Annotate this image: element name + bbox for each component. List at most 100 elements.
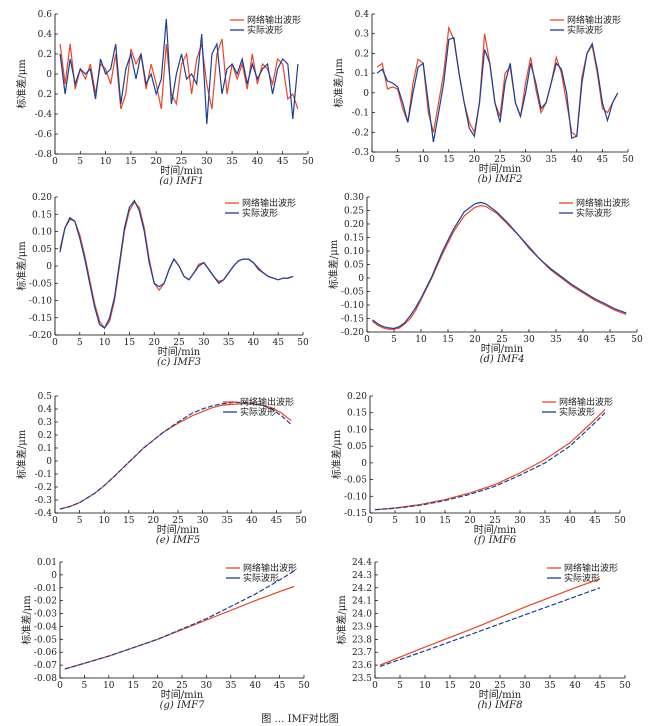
y-tick-label: 0.1: [38, 444, 52, 454]
series-line-network: [379, 578, 601, 666]
y-axis-label: 标准差/μm: [15, 241, 28, 291]
x-tick-label: 40: [252, 157, 264, 167]
x-tick-label: 20: [148, 338, 160, 348]
chart-h: 0 5 10 15 20 25 30 35 40 45 50 23.5 23.6 23.7 23.8 23.9…: [335, 558, 631, 711]
x-tick-label: 10: [414, 516, 426, 526]
x-axis-label: 时间/min: [157, 523, 200, 536]
y-axis-label: 标准差/μm: [330, 429, 343, 479]
x-tick-label: 15: [443, 155, 455, 165]
y-tick-label: 24.2: [352, 584, 372, 594]
y-tick-label: -0.1: [352, 109, 369, 119]
x-tick-label: 40: [248, 338, 260, 348]
chart-caption: (b) IMF2: [478, 174, 523, 185]
y-tick-label: 24.0: [352, 610, 372, 620]
x-tick-label: 50: [631, 335, 643, 345]
x-tick-label: 35: [545, 155, 557, 165]
chart-e: 0 5 10 15 20 25 30 35 40 45 50 -0.4 -0.3 -0.2 -0.1 0 0.1…: [15, 392, 307, 546]
x-tick-label: 25: [489, 516, 501, 526]
x-tick-label: 50: [619, 681, 631, 691]
chart-caption: (g) IMF7: [160, 700, 206, 711]
x-tick-label: 5: [77, 516, 83, 526]
y-tick-label: -0.4: [35, 509, 53, 519]
y-tick-label: 0: [51, 571, 57, 581]
y-tick-label: -0.01: [34, 584, 57, 594]
x-tick-label: 35: [223, 338, 235, 348]
legend-label: 实际波形: [242, 207, 278, 219]
y-tick-label: 0.05: [32, 245, 52, 255]
x-tick-label: 20: [464, 516, 476, 526]
x-tick-label: 15: [439, 516, 451, 526]
x-tick-label: 45: [594, 681, 606, 691]
x-tick-label: 5: [77, 157, 83, 167]
x-tick-label: 5: [392, 516, 398, 526]
x-tick-label: 0: [52, 157, 58, 167]
chart-a: 0 5 10 15 20 25 30 35 40 45 50 -0.8 -0.6 -0.4 0.2 0 0.2 0…: [15, 10, 314, 187]
y-tick-label: 0: [358, 274, 364, 284]
x-tick-label: 25: [496, 335, 508, 345]
x-tick-label: 50: [298, 681, 310, 691]
y-tick-label: 0.20: [347, 392, 367, 402]
x-tick-label: 10: [417, 155, 429, 165]
series-line-actual: [376, 36, 619, 143]
x-tick-label: 0: [364, 335, 370, 345]
y-tick-label: 24.1: [352, 597, 372, 607]
y-tick-label: -0.02: [34, 597, 57, 607]
series-line-actual: [59, 401, 292, 510]
y-tick-label: 0.6: [38, 10, 53, 20]
x-tick-label: 30: [201, 681, 213, 691]
x-tick-label: 0: [52, 338, 58, 348]
y-axis-label: 标准差/μm: [327, 239, 340, 289]
x-tick-label: 5: [391, 335, 397, 345]
y-tick-label: -0.1: [35, 470, 52, 480]
y-tick-label: -0.03: [34, 610, 57, 620]
x-tick-label: 50: [302, 157, 314, 167]
x-tick-label: 5: [397, 681, 403, 691]
x-tick-label: 45: [604, 335, 616, 345]
chart-caption: (e) IMF5: [156, 535, 200, 546]
legend-label: 实际波形: [247, 24, 283, 36]
y-tick-label: -0.15: [29, 314, 52, 324]
legend-label: 网络输出波形: [567, 14, 621, 26]
x-axis-label: 时间/min: [160, 164, 203, 177]
y-tick-label: 0.10: [32, 228, 52, 238]
x-axis-label: 时间/min: [158, 345, 201, 358]
y-tick-label: 0.20: [344, 220, 364, 230]
y-tick-label: 0.3: [38, 418, 53, 428]
x-tick-label: 15: [124, 338, 136, 348]
chart-c: 0 5 10 15 20 25 30 35 40 45 50 -0.20 -0.15 -0.10 -0.05…: [15, 193, 309, 368]
y-tick-label: 23.7: [352, 648, 372, 658]
y-tick-label: -0.2: [35, 483, 52, 493]
x-tick-label: 30: [520, 155, 532, 165]
y-tick-label: -0.10: [344, 492, 367, 502]
chart-caption: (d) IMF4: [480, 354, 525, 365]
y-tick-label: 0.4: [355, 10, 370, 20]
x-tick-label: 45: [277, 157, 289, 167]
x-tick-label: 0: [367, 516, 373, 526]
y-tick-label: -0.15: [344, 509, 367, 519]
x-tick-label: 20: [469, 681, 481, 691]
y-tick-label: 0.05: [344, 261, 364, 271]
y-tick-label: 0.10: [344, 247, 364, 257]
x-tick-label: 20: [150, 157, 162, 167]
x-tick-label: 15: [444, 681, 456, 691]
legend-label: 网络输出波形: [564, 562, 618, 574]
y-tick-label: 0.25: [344, 207, 364, 217]
x-tick-label: 5: [82, 681, 88, 691]
y-axis-label: 标准差/μm: [335, 595, 348, 645]
x-tick-label: 50: [297, 338, 309, 348]
y-tick-label: 0.15: [344, 234, 364, 244]
chart-caption: (c) IMF3: [157, 357, 201, 368]
y-tick-label: 0.4: [38, 405, 53, 415]
legend-label: 实际波形: [243, 572, 279, 584]
x-tick-label: 20: [469, 335, 481, 345]
x-tick-label: 40: [577, 335, 589, 345]
x-tick-label: 35: [550, 335, 562, 345]
y-tick-label: -0.04: [34, 622, 57, 632]
y-tick-label: 0.2: [38, 50, 52, 60]
series-line-network: [374, 408, 606, 511]
x-tick-label: 30: [523, 335, 535, 345]
y-tick-label: -0.15: [341, 315, 364, 325]
x-tick-label: 20: [148, 516, 160, 526]
x-tick-label: 5: [77, 338, 83, 348]
x-tick-label: 30: [201, 157, 213, 167]
